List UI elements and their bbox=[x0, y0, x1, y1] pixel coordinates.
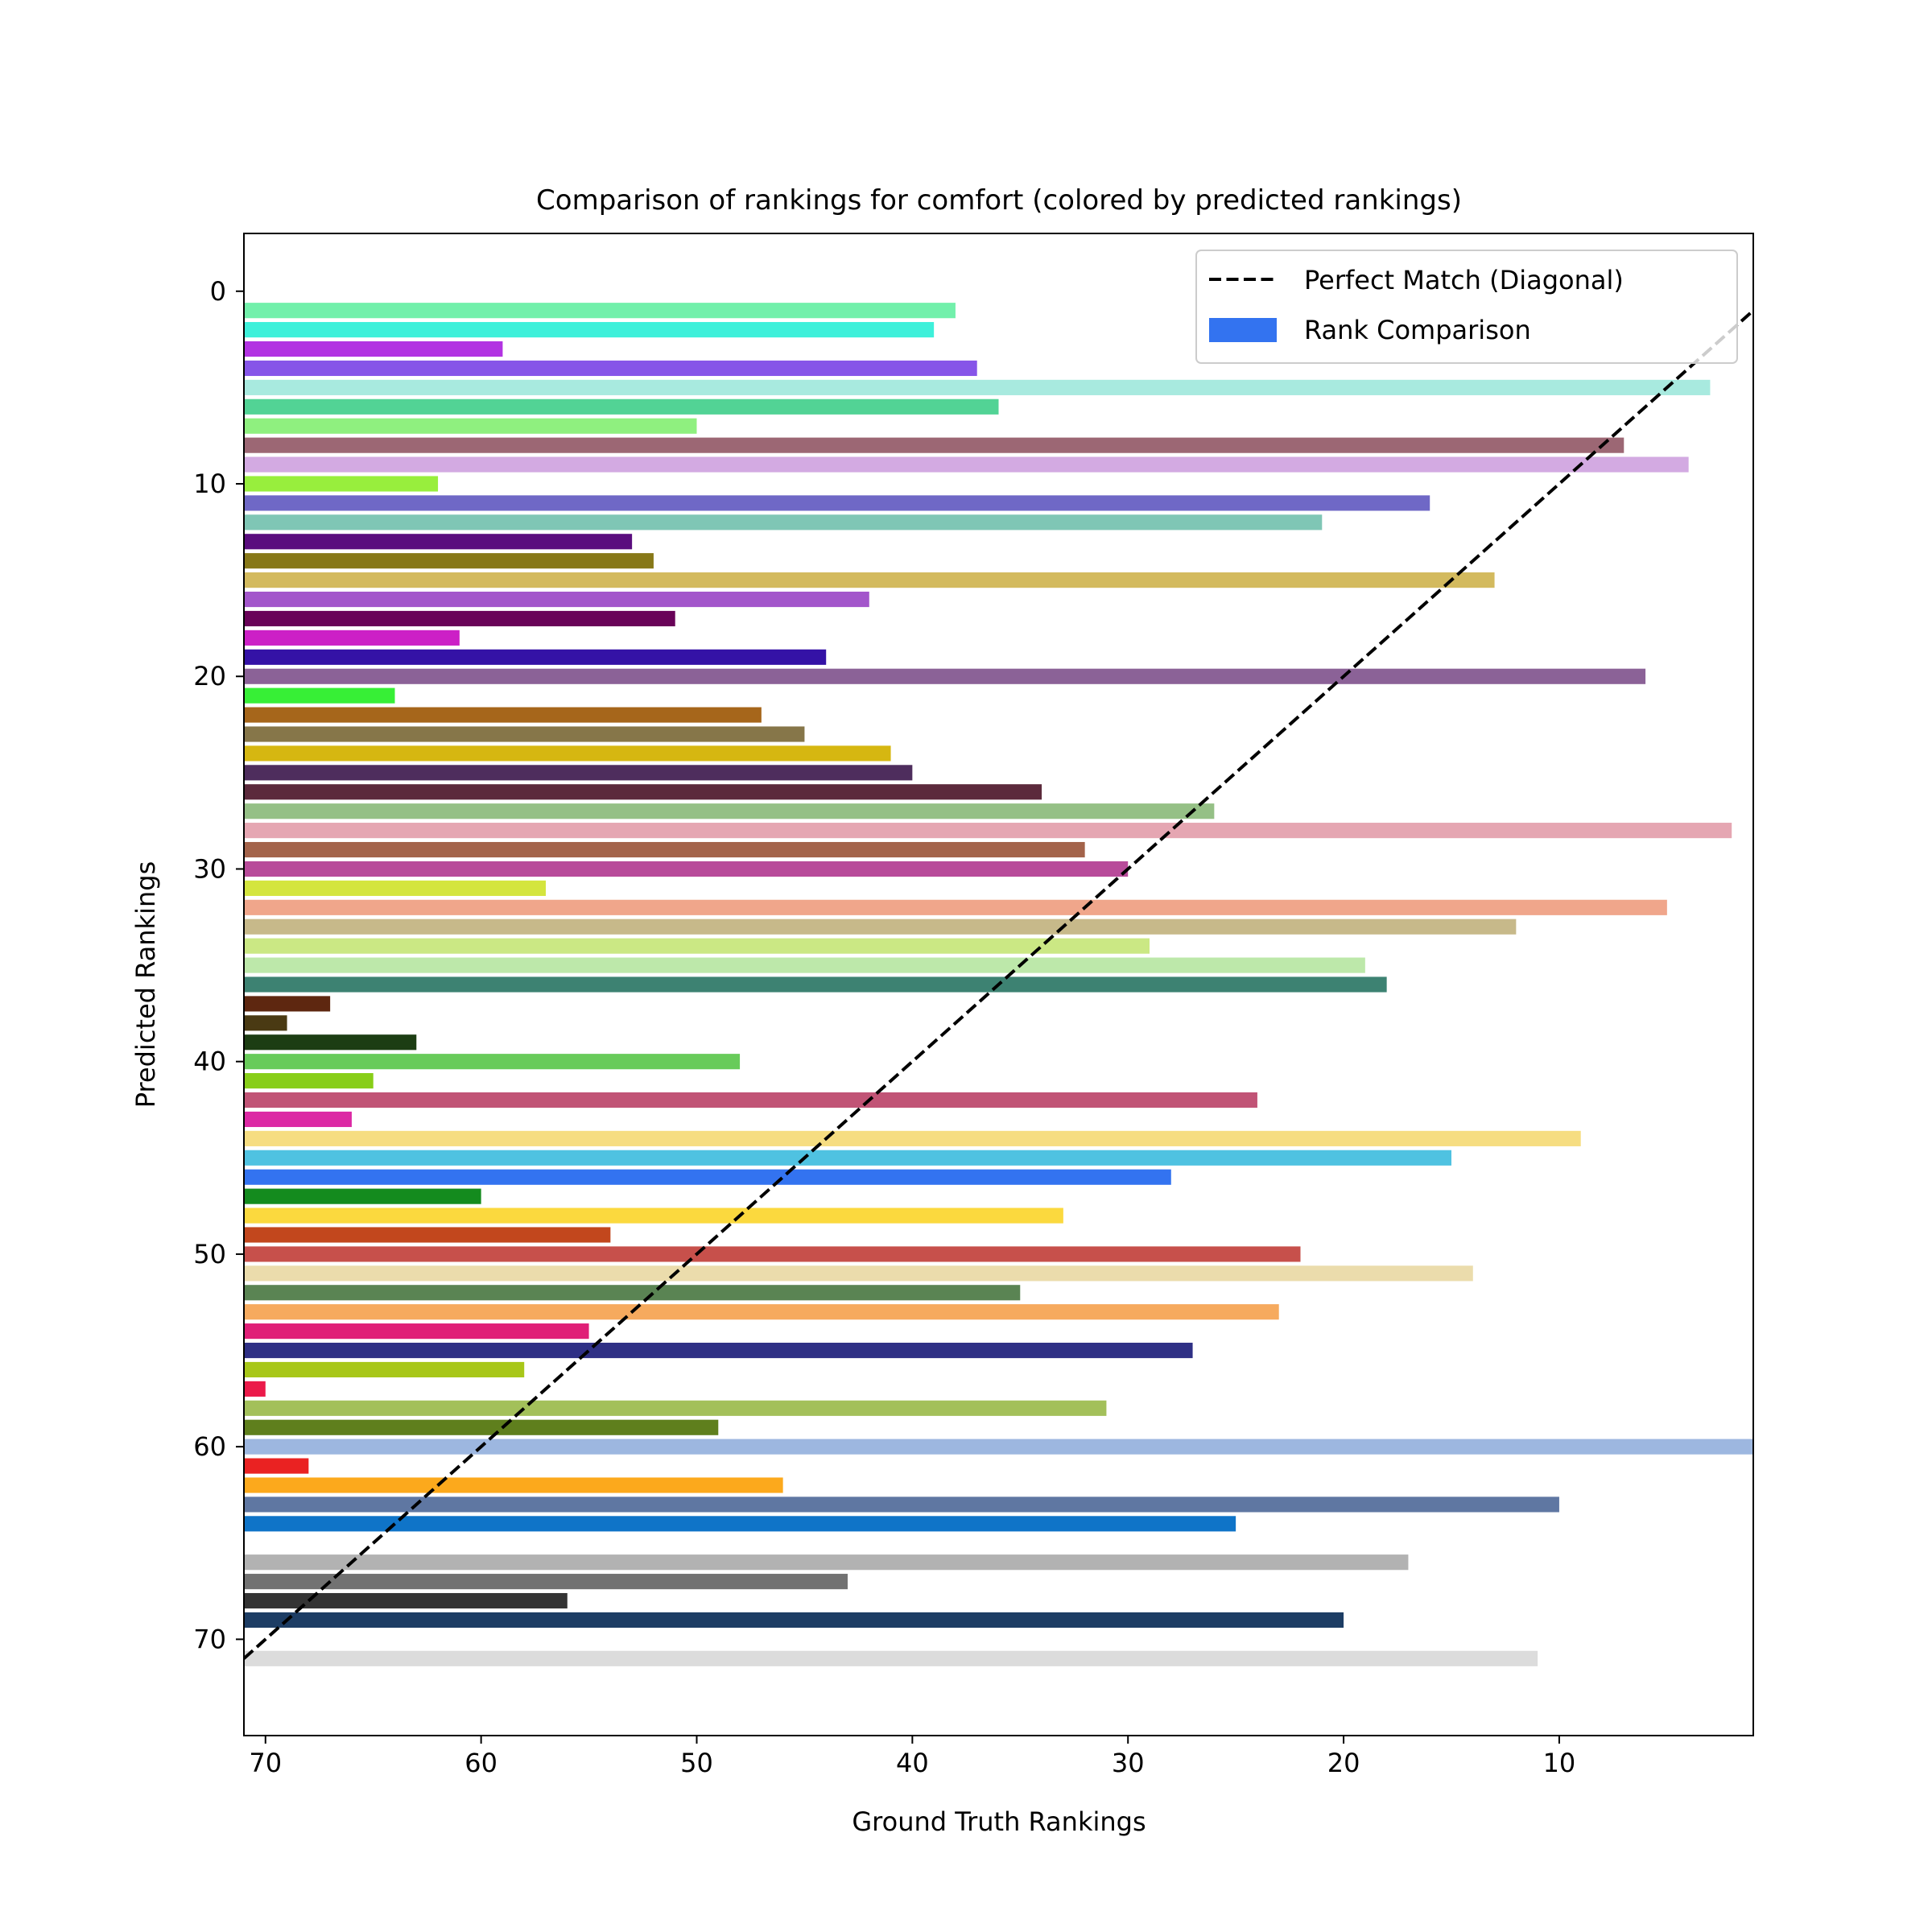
bar-predicted-30 bbox=[244, 861, 1129, 877]
bar-predicted-53 bbox=[244, 1304, 1279, 1320]
bar-predicted-56 bbox=[244, 1361, 525, 1378]
legend-box bbox=[1195, 250, 1738, 364]
bar-predicted-66 bbox=[244, 1554, 1409, 1571]
bar-predicted-10 bbox=[244, 476, 439, 492]
bar-predicted-24 bbox=[244, 745, 891, 762]
bar-predicted-41 bbox=[244, 1073, 374, 1089]
y-axis-label: Predicted Rankings bbox=[130, 861, 161, 1108]
bars-group bbox=[244, 303, 1753, 1666]
bar-predicted-1 bbox=[244, 303, 956, 319]
bar-predicted-34 bbox=[244, 938, 1150, 954]
bar-predicted-52 bbox=[244, 1285, 1021, 1301]
bar-predicted-35 bbox=[244, 957, 1365, 973]
bar-predicted-6 bbox=[244, 398, 999, 415]
bar-predicted-63 bbox=[244, 1496, 1559, 1513]
x-axis-ticks: 70 60 50 40 30 20 10 bbox=[249, 1736, 1575, 1778]
y-tick-label: 0 bbox=[210, 276, 226, 307]
bar-predicted-39 bbox=[244, 1034, 417, 1051]
bar-predicted-27 bbox=[244, 803, 1215, 819]
x-tick-label: 70 bbox=[249, 1748, 282, 1778]
bar-predicted-18 bbox=[244, 630, 460, 646]
bar-predicted-60 bbox=[244, 1439, 1753, 1455]
bar-predicted-11 bbox=[244, 495, 1430, 511]
bar-predicted-7 bbox=[244, 418, 697, 434]
bar-predicted-38 bbox=[244, 1015, 287, 1031]
bar-predicted-16 bbox=[244, 591, 869, 608]
perfect-match-diagonal bbox=[244, 309, 1753, 1660]
chart-title: Comparison of rankings for comfort (colo… bbox=[536, 184, 1462, 217]
bar-predicted-58 bbox=[244, 1400, 1107, 1416]
bar-predicted-8 bbox=[244, 437, 1624, 453]
bar-predicted-31 bbox=[244, 880, 546, 896]
bar-predicted-55 bbox=[244, 1342, 1193, 1359]
bar-predicted-43 bbox=[244, 1111, 352, 1128]
bar-predicted-28 bbox=[244, 823, 1732, 839]
bar-predicted-50 bbox=[244, 1246, 1301, 1262]
bar-predicted-69 bbox=[244, 1612, 1344, 1629]
bar-predicted-54 bbox=[244, 1323, 589, 1340]
bar-predicted-42 bbox=[244, 1092, 1257, 1108]
bar-predicted-26 bbox=[244, 784, 1042, 800]
bar-predicted-59 bbox=[244, 1419, 719, 1435]
y-tick-label: 60 bbox=[193, 1431, 226, 1462]
bar-predicted-37 bbox=[244, 996, 331, 1012]
legend-diagonal-label: Perfect Match (Diagonal) bbox=[1304, 265, 1624, 295]
bar-predicted-64 bbox=[244, 1516, 1236, 1532]
y-tick-label: 50 bbox=[193, 1239, 226, 1269]
bar-predicted-51 bbox=[244, 1265, 1473, 1282]
legend-bars-swatch bbox=[1209, 318, 1277, 342]
bar-predicted-71 bbox=[244, 1650, 1538, 1666]
x-tick-label: 20 bbox=[1327, 1748, 1360, 1778]
bar-predicted-68 bbox=[244, 1592, 568, 1609]
bar-predicted-32 bbox=[244, 899, 1667, 915]
y-tick-label: 70 bbox=[193, 1624, 226, 1654]
y-axis-ticks: 0 10 20 30 40 50 60 70 bbox=[193, 276, 244, 1654]
y-tick-label: 30 bbox=[193, 853, 226, 884]
bar-predicted-57 bbox=[244, 1381, 266, 1397]
bar-predicted-15 bbox=[244, 572, 1495, 588]
bar-predicted-5 bbox=[244, 379, 1711, 395]
bar-predicted-20 bbox=[244, 668, 1646, 684]
plot-area bbox=[244, 303, 1753, 1666]
bar-predicted-29 bbox=[244, 841, 1085, 858]
bar-predicted-4 bbox=[244, 360, 977, 377]
x-tick-label: 10 bbox=[1543, 1748, 1576, 1778]
y-tick-label: 20 bbox=[193, 661, 226, 691]
bar-predicted-44 bbox=[244, 1130, 1581, 1146]
bar-predicted-67 bbox=[244, 1574, 848, 1590]
legend-bars-label: Rank Comparison bbox=[1304, 315, 1531, 345]
plot-frame bbox=[243, 233, 1754, 1736]
bar-predicted-19 bbox=[244, 649, 827, 665]
bar-predicted-47 bbox=[244, 1188, 481, 1204]
x-tick-label: 50 bbox=[680, 1748, 713, 1778]
bar-predicted-36 bbox=[244, 976, 1387, 993]
bar-predicted-25 bbox=[244, 765, 913, 781]
x-tick-label: 40 bbox=[896, 1748, 929, 1778]
bar-predicted-23 bbox=[244, 726, 805, 742]
bar-predicted-49 bbox=[244, 1227, 611, 1243]
x-tick-label: 60 bbox=[464, 1748, 497, 1778]
bar-predicted-40 bbox=[244, 1054, 741, 1070]
bar-predicted-2 bbox=[244, 322, 935, 338]
bar-predicted-14 bbox=[244, 553, 654, 569]
bar-predicted-13 bbox=[244, 534, 633, 550]
y-tick-label: 10 bbox=[193, 469, 226, 499]
bar-predicted-61 bbox=[244, 1458, 309, 1474]
bar-predicted-48 bbox=[244, 1208, 1063, 1224]
bar-predicted-33 bbox=[244, 919, 1517, 935]
legend: Perfect Match (Diagonal) Rank Comparison bbox=[1195, 250, 1738, 364]
y-tick-label: 40 bbox=[193, 1046, 226, 1077]
bar-predicted-17 bbox=[244, 610, 675, 627]
bar-predicted-22 bbox=[244, 707, 762, 723]
bar-predicted-21 bbox=[244, 687, 395, 704]
bar-predicted-45 bbox=[244, 1150, 1451, 1166]
bar-predicted-3 bbox=[244, 341, 503, 357]
bar-predicted-12 bbox=[244, 514, 1323, 530]
bar-predicted-46 bbox=[244, 1169, 1171, 1185]
x-tick-label: 30 bbox=[1112, 1748, 1145, 1778]
x-axis-label: Ground Truth Rankings bbox=[852, 1806, 1146, 1837]
bar-predicted-62 bbox=[244, 1477, 783, 1493]
bar-predicted-9 bbox=[244, 456, 1689, 473]
